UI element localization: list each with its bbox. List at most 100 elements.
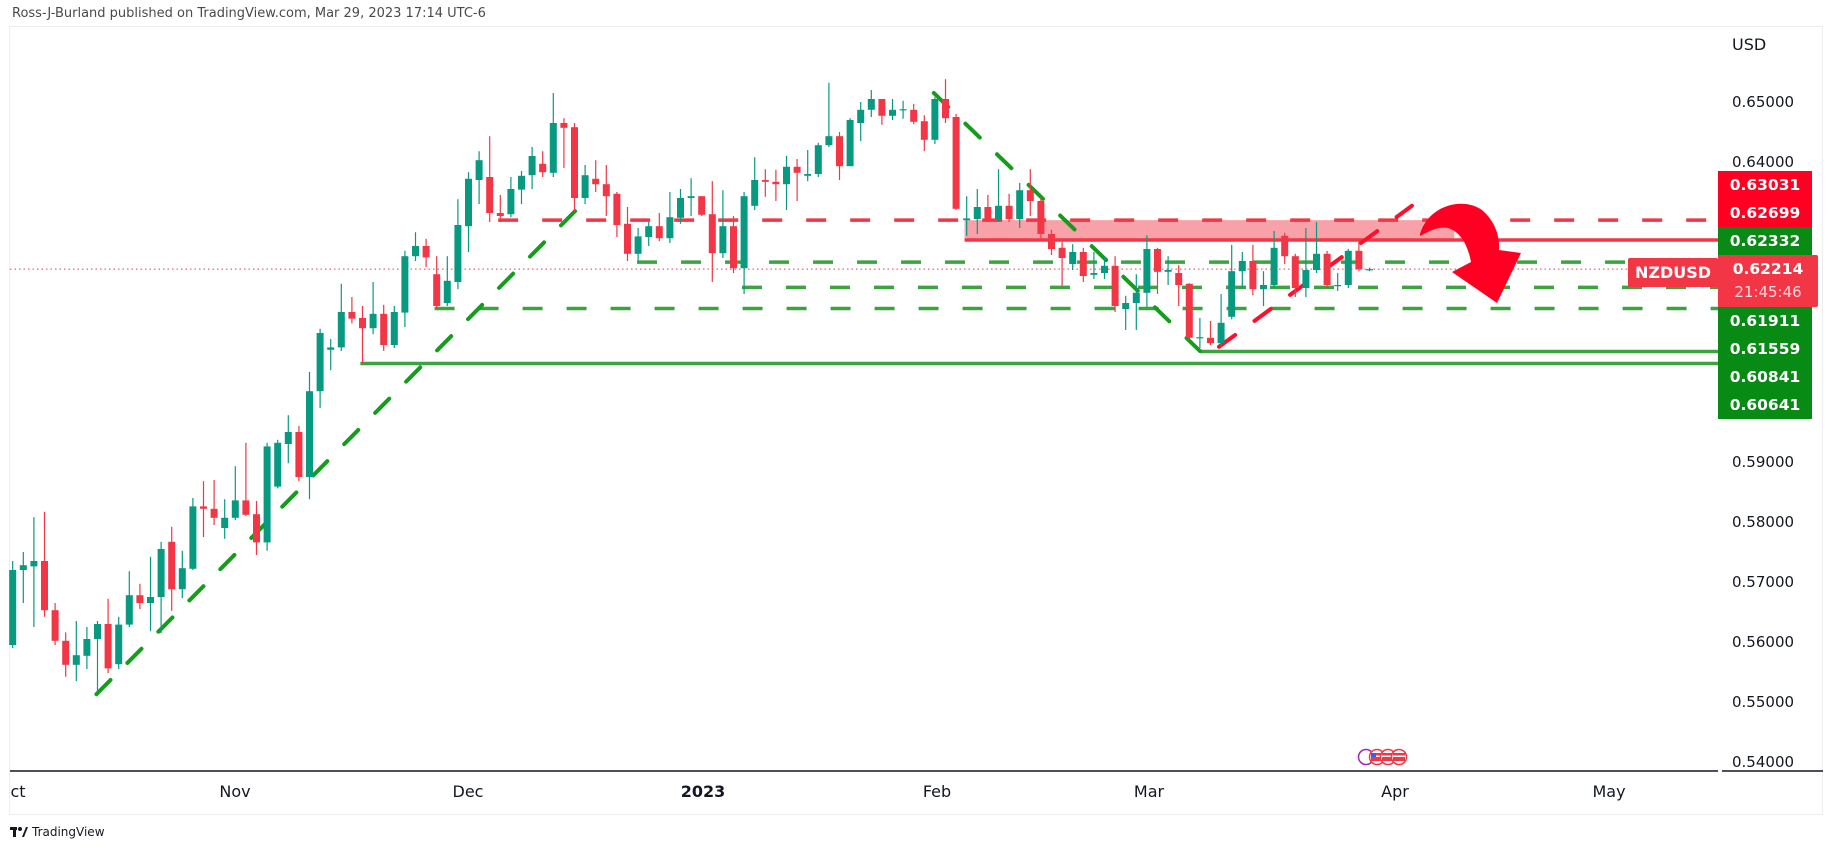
candle-body [1154,249,1161,272]
candle-body [486,177,494,213]
candle [867,90,875,117]
candle-body [539,163,547,173]
candle [486,136,494,222]
candle [1122,295,1130,330]
candle-body [1132,292,1140,303]
candle [1270,231,1278,288]
current-price-tag: 0.62214 21:45:46 [1718,255,1818,307]
candle-body [804,174,812,176]
candle-body [719,226,727,254]
candle [51,603,59,645]
candle [804,150,812,182]
candle [157,541,165,633]
candle [1291,253,1299,297]
candle-body [984,207,992,221]
candle [1302,228,1310,297]
candle-body [1005,205,1013,219]
candle-body [878,99,886,116]
candle [814,142,822,177]
candle [359,306,366,365]
candle [984,195,992,222]
candle [1101,256,1108,279]
candle-body [846,120,854,167]
candle [751,157,759,210]
candle [475,151,483,204]
candle-body [1143,249,1151,293]
candle-body [274,442,282,487]
candle [1334,273,1342,291]
candle-body [1058,247,1066,258]
candle-body [613,193,621,225]
candle-body [592,178,600,185]
candle [655,213,663,242]
publisher-header: Ross-J-Burland published on TradingView.… [12,6,486,21]
candle-body [602,184,610,197]
candle [942,79,949,123]
candle [422,238,430,267]
candle [687,178,695,216]
candle-body [1111,265,1119,306]
candle-body [677,198,684,218]
candle-body [231,500,239,518]
tradingview-footer[interactable]: TradingView [10,825,105,839]
candle [1154,247,1161,294]
economic-events[interactable] [1357,748,1408,766]
candle [910,103,918,125]
candle [1249,244,1257,296]
candle-body [104,624,112,669]
candle [306,372,313,500]
candle-body [931,99,939,140]
candle-body [1185,283,1193,338]
candle-body [390,312,398,345]
candle [1079,247,1087,282]
candle-body [1217,322,1225,344]
price-level-tag: 0.61911 [1718,307,1812,335]
candle [284,415,292,464]
candle [295,426,303,482]
candle-body [19,565,27,570]
candle-body [1313,253,1320,270]
price-level-tag: 0.60641 [1718,391,1812,419]
resistance-zone [964,220,1455,241]
candle-body [306,391,313,477]
candle [1026,169,1034,216]
candle [316,328,324,408]
time-tick-label: ct [10,782,26,801]
candle-body [730,226,737,269]
candle-body [9,570,17,645]
candle [857,102,865,141]
candle [125,571,133,627]
candle [666,192,674,243]
candle [730,216,737,273]
us-flag-icon[interactable] [1390,748,1408,766]
candle [836,132,843,180]
candle [1323,250,1331,288]
candle-body [263,446,271,543]
candle-body [571,127,578,198]
candle-body [1366,269,1373,271]
candle-body [422,246,430,258]
candle-body [1291,256,1299,288]
candle [677,189,684,224]
candle [1143,235,1151,308]
candle-body [1355,250,1363,270]
candle [412,232,419,261]
candle-body [1238,261,1246,272]
symbol-tag: NZDUSD [1628,258,1718,287]
candle-body [242,500,250,515]
candle-body [1079,252,1087,276]
candle-body [30,561,38,567]
candle [189,498,197,570]
candle [496,195,504,222]
candle-body [507,189,515,215]
candle [783,156,790,210]
candle [878,99,886,125]
candle [1058,241,1066,287]
candle-body [836,136,843,167]
candle-body [687,196,695,198]
candle [963,196,971,236]
candle-body [963,218,971,221]
candle [1238,252,1246,288]
candle [1207,321,1214,345]
